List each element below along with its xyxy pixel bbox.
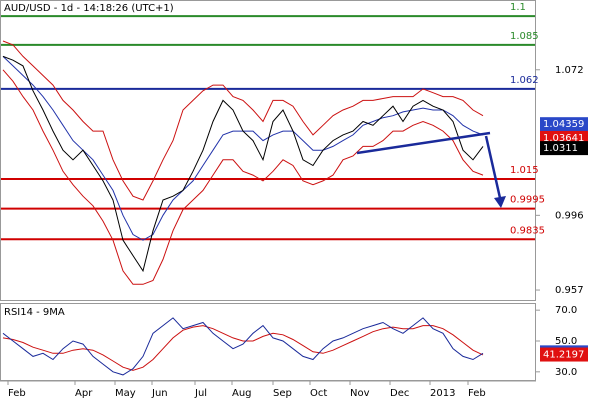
arrow-line bbox=[484, 135, 502, 199]
x-tick-label: Dec bbox=[390, 388, 409, 399]
x-tick-label: Oct bbox=[310, 388, 327, 399]
price-tag-label: 1.04359 bbox=[543, 119, 584, 130]
arrow-head bbox=[494, 196, 506, 208]
price-tag-label: 41.2197 bbox=[543, 350, 584, 361]
price-tag-label: 1.03641 bbox=[543, 133, 584, 144]
level-label: 1.085 bbox=[510, 31, 539, 42]
x-tick-label: Nov bbox=[350, 388, 370, 399]
series-line bbox=[2, 325, 484, 371]
price-tag bbox=[540, 117, 588, 132]
level-label: 1.062 bbox=[510, 75, 539, 86]
y-tick-label: 0.957 bbox=[555, 285, 584, 296]
price-tag bbox=[540, 141, 588, 156]
level-label: 1.015 bbox=[510, 165, 539, 176]
x-tick-label: Feb bbox=[468, 388, 486, 399]
x-tick-label: Sep bbox=[273, 388, 292, 399]
x-tick-label: Aug bbox=[232, 388, 252, 399]
x-tick-label: Jun bbox=[151, 388, 168, 399]
y-tick-label: 50.0 bbox=[555, 336, 577, 347]
series-line bbox=[2, 69, 484, 285]
series-line bbox=[2, 317, 484, 376]
level-label: 0.9995 bbox=[510, 195, 545, 206]
y-tick-label: 30.0 bbox=[555, 367, 577, 378]
trend-line bbox=[356, 131, 491, 155]
y-tick-label: 0.996 bbox=[555, 210, 584, 221]
rsi-title: RSI14 - 9MA bbox=[4, 307, 65, 318]
level-label: 0.9835 bbox=[510, 225, 545, 236]
x-tick-label: Jul bbox=[194, 388, 207, 399]
price-tag-label: 1.0311 bbox=[543, 143, 578, 154]
y-tick-label: 1.072 bbox=[555, 65, 584, 76]
price-panel bbox=[0, 0, 536, 301]
x-tick-label: Apr bbox=[75, 388, 93, 399]
x-tick-label: 2013 bbox=[430, 388, 455, 399]
series-line bbox=[2, 40, 484, 201]
y-tick-label: 70.0 bbox=[555, 305, 577, 316]
x-tick-label: Feb bbox=[8, 388, 26, 399]
chart-title: AUD/USD - 1d - 14:18:26 (UTC+1) bbox=[4, 3, 174, 14]
price-tag bbox=[540, 347, 588, 362]
x-tick-label: May bbox=[115, 388, 136, 399]
level-label: 1.1 bbox=[510, 2, 526, 13]
series-line bbox=[2, 55, 484, 273]
